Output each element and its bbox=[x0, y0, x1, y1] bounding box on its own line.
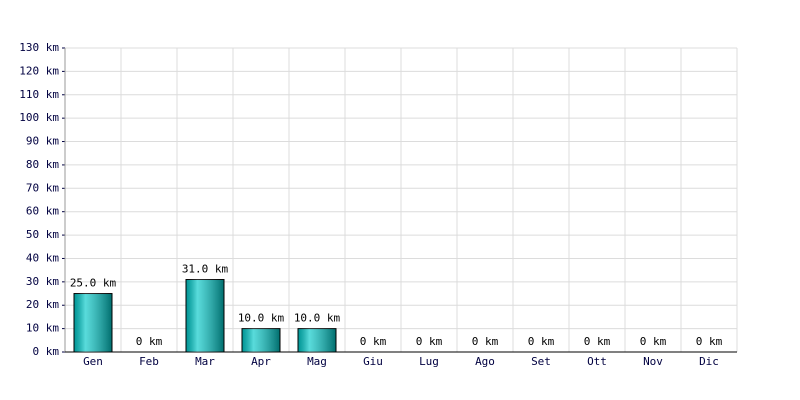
y-tick-label: 100 km bbox=[19, 111, 59, 124]
value-label: 0 km bbox=[416, 335, 443, 348]
x-tick-label: Lug bbox=[419, 355, 439, 368]
value-label: 10.0 km bbox=[294, 312, 341, 325]
y-tick-label: 30 km bbox=[26, 275, 59, 288]
bar bbox=[241, 328, 281, 353]
value-label: 0 km bbox=[136, 335, 163, 348]
x-tick-label: Mar bbox=[195, 355, 215, 368]
y-tick-label: 50 km bbox=[26, 228, 59, 241]
y-tick-label: 110 km bbox=[19, 88, 59, 101]
y-tick-label: 130 km bbox=[19, 41, 59, 54]
value-label: 0 km bbox=[528, 335, 555, 348]
x-tick-label: Feb bbox=[139, 355, 159, 368]
value-label: 0 km bbox=[696, 335, 723, 348]
x-tick-label: Gen bbox=[83, 355, 103, 368]
x-tick-label: Giu bbox=[363, 355, 383, 368]
value-label: 31.0 km bbox=[182, 263, 229, 276]
bar bbox=[297, 328, 337, 353]
value-label: 0 km bbox=[640, 335, 667, 348]
y-tick-label: 20 km bbox=[26, 298, 59, 311]
y-tick-label: 60 km bbox=[26, 205, 59, 218]
x-tick-label: Apr bbox=[251, 355, 271, 368]
y-tick-label: 0 km bbox=[33, 345, 60, 358]
value-label: 0 km bbox=[472, 335, 499, 348]
x-tick-label: Ago bbox=[475, 355, 495, 368]
bar bbox=[185, 279, 225, 353]
x-tick-label: Dic bbox=[699, 355, 719, 368]
value-label: 0 km bbox=[360, 335, 387, 348]
y-tick-label: 90 km bbox=[26, 135, 59, 148]
x-tick-label: Set bbox=[531, 355, 551, 368]
y-tick-label: 80 km bbox=[26, 158, 59, 171]
value-label: 25.0 km bbox=[70, 277, 117, 290]
x-tick-label: Ott bbox=[587, 355, 607, 368]
value-label: 10.0 km bbox=[238, 312, 285, 325]
x-tick-label: Mag bbox=[307, 355, 327, 368]
bar bbox=[73, 293, 113, 353]
x-tick-label: Nov bbox=[643, 355, 663, 368]
y-tick-label: 120 km bbox=[19, 64, 59, 77]
value-label: 0 km bbox=[584, 335, 611, 348]
y-tick-label: 40 km bbox=[26, 251, 59, 264]
y-tick-label: 10 km bbox=[26, 322, 59, 335]
y-tick-label: 70 km bbox=[26, 181, 59, 194]
